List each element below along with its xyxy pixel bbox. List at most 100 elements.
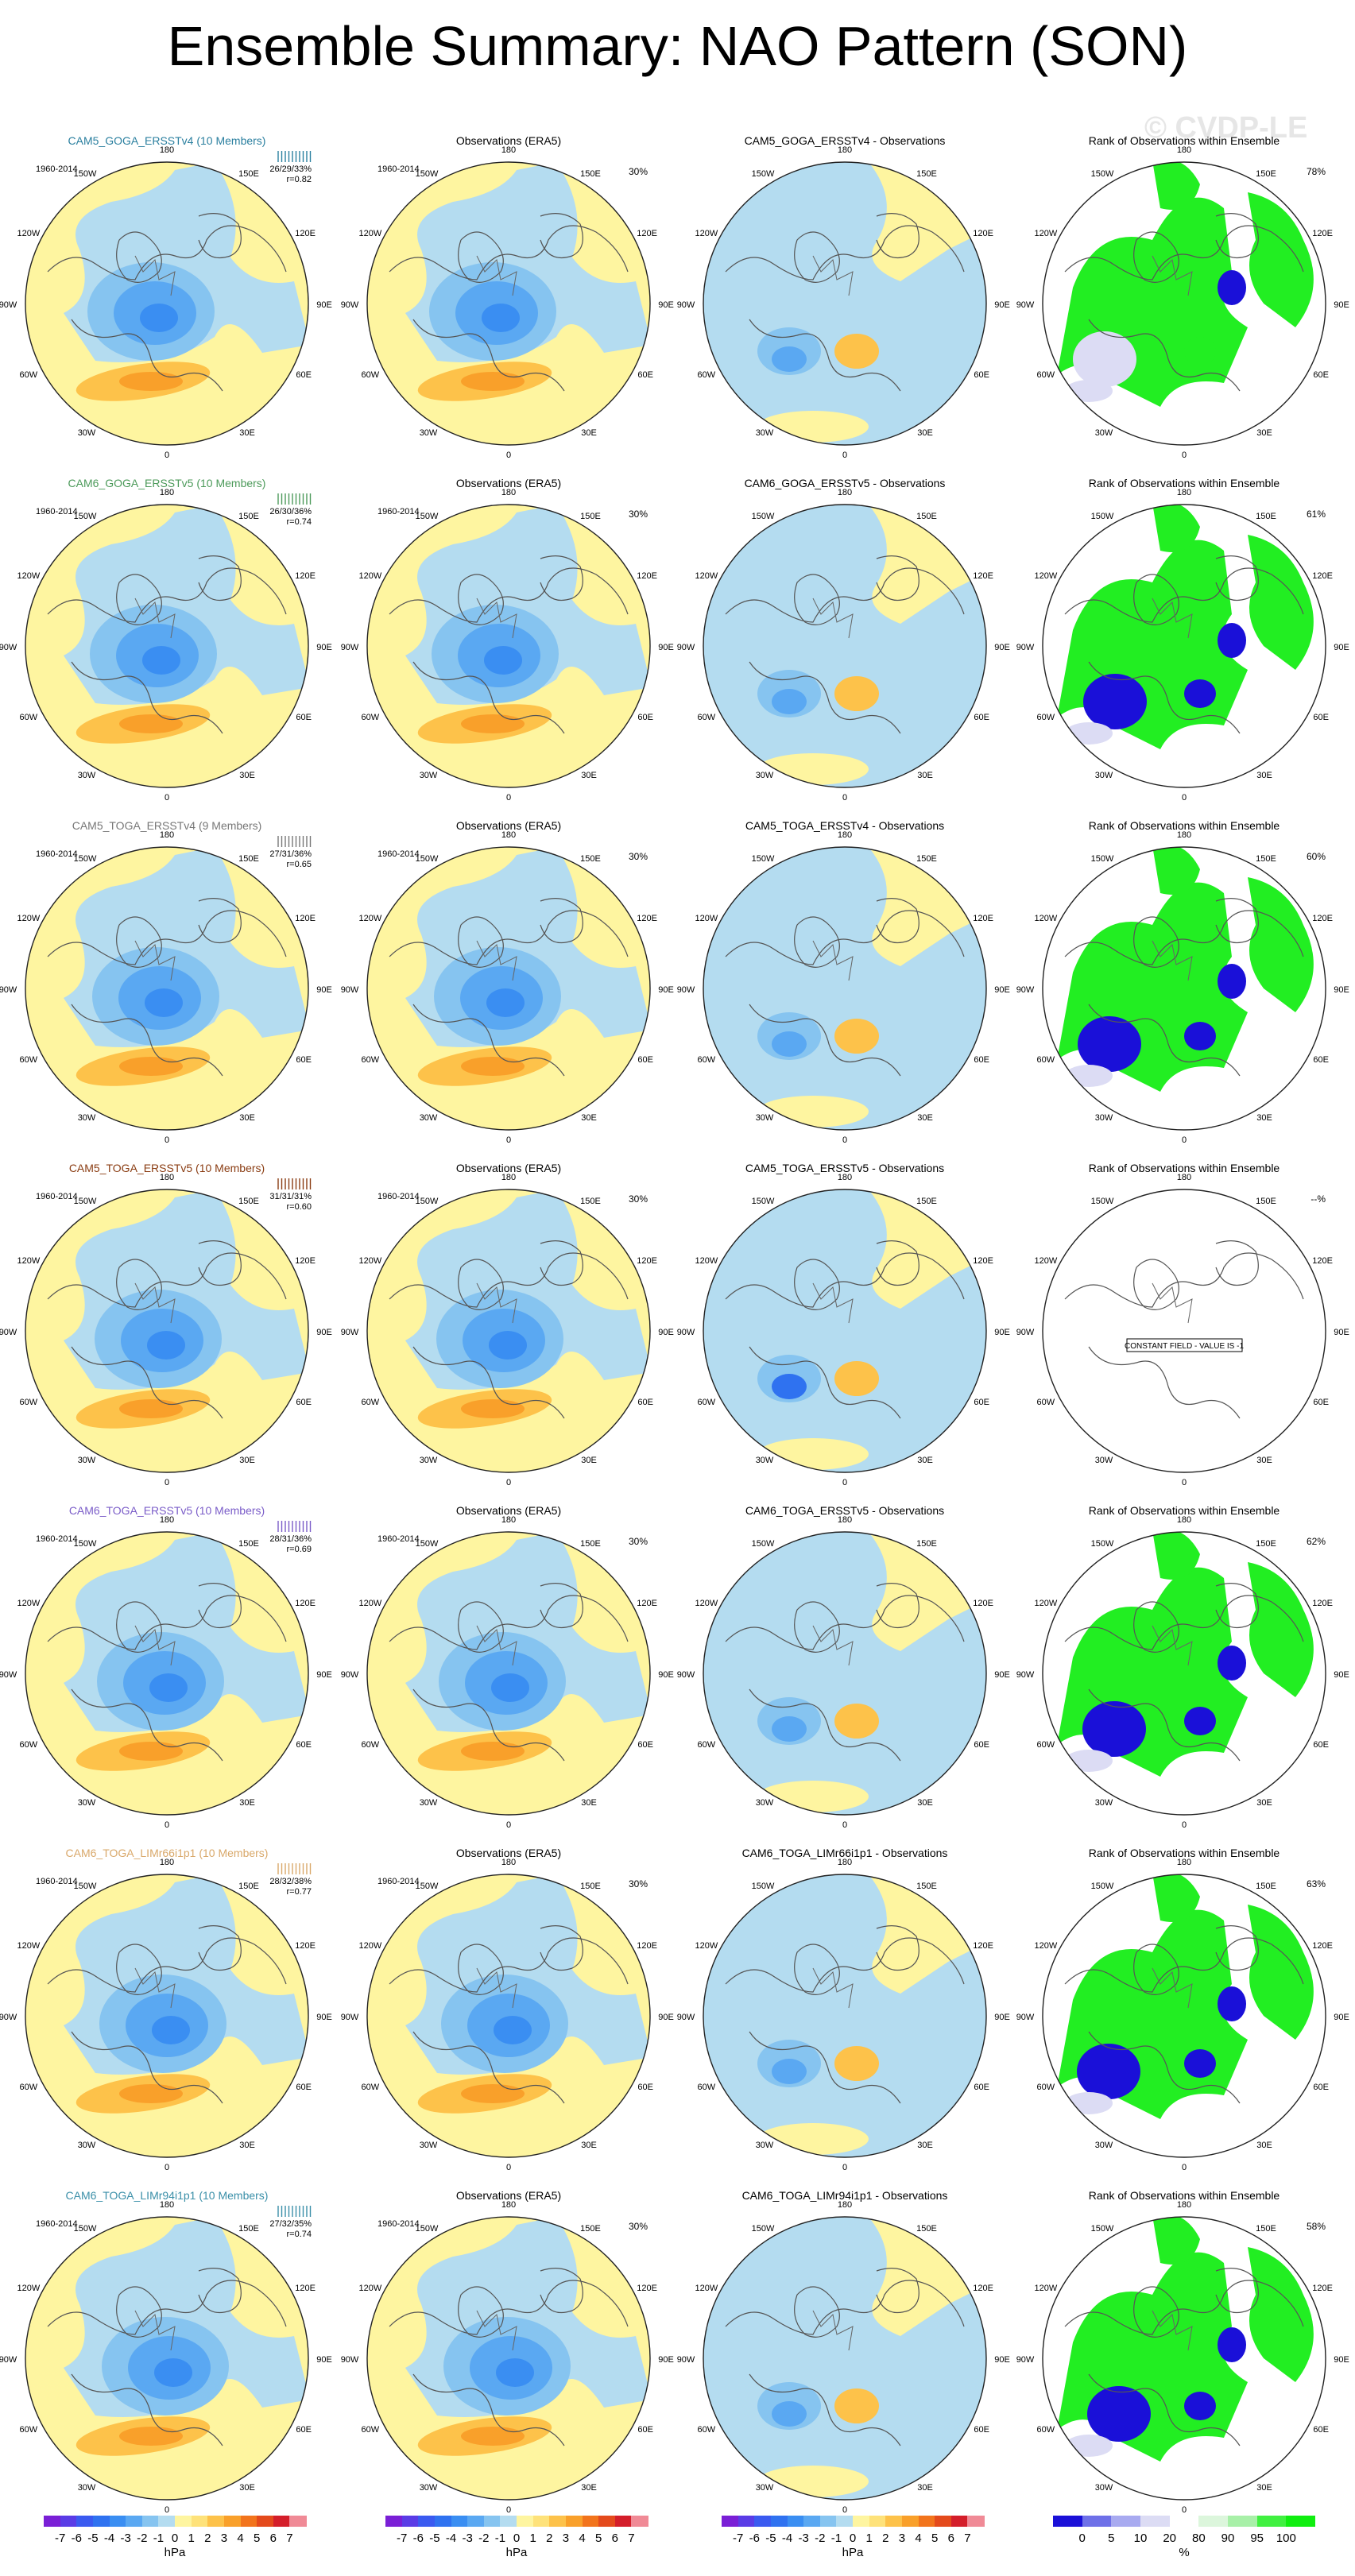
lon-label-30w: 30W — [756, 1798, 774, 1808]
map-boundary — [366, 1189, 651, 1473]
map-boundary — [366, 2216, 651, 2501]
rank-high-region-north — [1152, 162, 1200, 210]
lon-label-120w: 120W — [17, 914, 40, 923]
coastline-3 — [116, 1259, 162, 1310]
coastline-1 — [725, 225, 965, 280]
colorbar-swatch — [754, 2516, 772, 2527]
lon-label-30w: 30W — [78, 428, 96, 438]
lon-label-60w: 60W — [1037, 713, 1055, 722]
lon-label-30e: 30E — [917, 2483, 933, 2493]
rank-percent-label: --% — [1310, 1193, 1326, 1205]
lon-label-120e: 120E — [1312, 1256, 1333, 1266]
coastline-2 — [1088, 1004, 1241, 1077]
lon-label-90e: 90E — [1334, 300, 1349, 310]
lon-label-150e: 150E — [916, 2224, 937, 2234]
map-fill — [1043, 1189, 1326, 1472]
panel-title: CAM5_TOGA_ERSSTv5 - Observations — [745, 1162, 944, 1174]
contour-lines — [1152, 1625, 1193, 1666]
map-boundary — [25, 1531, 309, 1816]
coastline-2 — [71, 2373, 223, 2446]
map-fill — [1043, 847, 1326, 1130]
coastline-4 — [540, 2268, 583, 2314]
rank-percent-label: 78% — [1307, 166, 1326, 177]
stats-label: 31/31/31% — [269, 1192, 312, 1201]
coastline-2 — [1088, 2031, 1241, 2104]
colorbar-swatch — [418, 2516, 436, 2527]
colorbar-swatch — [483, 2516, 501, 2527]
colorbar-swatch — [738, 2516, 755, 2527]
lon-label-30e: 30E — [917, 1798, 933, 1808]
lon-label-120e: 120E — [973, 1941, 993, 1951]
colorbar-tick-label: -5 — [765, 2532, 776, 2545]
coastline-3 — [794, 1259, 840, 1310]
lon-label-30w: 30W — [1095, 1113, 1113, 1123]
lon-label-30e: 30E — [917, 2141, 933, 2150]
coastline-3 — [458, 1259, 504, 1310]
colorbar-swatch — [853, 2516, 870, 2527]
colorbar-tick-label: -2 — [137, 2532, 148, 2545]
coastline-3 — [458, 1601, 504, 1653]
lon-label-30w: 30W — [1095, 2483, 1113, 2493]
correlation-label: r=0.74 — [287, 2230, 312, 2239]
lon-label-60e: 60E — [296, 1398, 312, 1407]
rank-low-spot-south — [1184, 2049, 1216, 2078]
lon-label-30e: 30E — [917, 428, 933, 438]
lon-label-30w: 30W — [420, 2483, 438, 2493]
colorbar-swatch — [582, 2516, 599, 2527]
colorbar-swatch — [126, 2516, 143, 2527]
lon-label-60e: 60E — [296, 2425, 312, 2435]
lon-label-180: 180 — [160, 1173, 174, 1182]
lon-label-60w: 60W — [1037, 2425, 1055, 2435]
lon-label-150w: 150W — [752, 1539, 775, 1549]
lon-label-0: 0 — [1182, 1820, 1187, 1830]
lon-label-90e: 90E — [658, 643, 674, 652]
lon-label-150w: 150W — [1091, 1197, 1114, 1206]
map-panel-r7-c2: 180 150W 150E 120W 120E 90W 90E 60W 60E 30W 30E 0 Ob… — [341, 2189, 674, 2515]
lon-label-60w: 60W — [362, 1740, 380, 1750]
coastline-1 — [1064, 1937, 1304, 1993]
map-panel-r2-c1: 180 150W 150E 120W 120E 90W 90E 60W 60E 30W 30E 0 CA… — [0, 477, 332, 803]
map-boundary — [366, 846, 651, 1131]
lon-label-180: 180 — [838, 1515, 852, 1525]
lon-label-120w: 120W — [17, 229, 40, 238]
lon-label-30w: 30W — [78, 2141, 96, 2150]
lon-label-120w: 120W — [17, 1256, 40, 1266]
map-boundary — [1042, 1874, 1326, 2158]
period-label: 1960-2014 — [377, 2219, 420, 2229]
lon-label-120w: 120W — [695, 2284, 718, 2293]
coastline-2 — [412, 319, 565, 392]
colorbar-tick-label: 6 — [947, 2532, 954, 2545]
lon-label-90e: 90E — [994, 300, 1010, 310]
colorbar-tick-label: 5 — [253, 2532, 261, 2545]
positive-region-south — [757, 2123, 869, 2155]
lon-label-90w: 90W — [341, 2013, 359, 2022]
high-pressure-core — [119, 1742, 183, 1761]
low-pressure-core — [496, 2358, 534, 2387]
lon-label-150w: 150W — [416, 2224, 439, 2234]
map-panel-r2-c3: 180 150W 150E 120W 120E 90W 90E 60W 60E 30W 30E 0 CA… — [677, 477, 1010, 803]
period-label: 1960-2014 — [377, 507, 420, 516]
lon-label-180: 180 — [160, 830, 174, 840]
lon-label-30w: 30W — [78, 1456, 96, 1465]
colorbar-swatch — [1256, 2516, 1287, 2527]
map-fill — [25, 1189, 308, 1472]
lon-label-120e: 120E — [1312, 571, 1333, 581]
colorbar-tick-label: 2 — [204, 2532, 211, 2545]
panel-title: Rank of Observations within Ensemble — [1089, 1162, 1280, 1174]
coastline-2 — [1088, 2373, 1241, 2446]
colorbar-tick-label: 90 — [1221, 2532, 1235, 2545]
rank-low-spot-south — [1184, 337, 1216, 366]
low-pressure-core — [140, 304, 178, 332]
map-fill — [703, 1532, 986, 1815]
lon-label-60w: 60W — [698, 370, 716, 380]
lon-label-30w: 30W — [756, 1113, 774, 1123]
low-pressure-core — [484, 646, 522, 675]
rank-high-region-east — [1248, 1562, 1314, 1697]
coastline-1 — [47, 567, 287, 623]
map-boundary — [703, 1189, 987, 1473]
map-panel-r3-c1: 180 150W 150E 120W 120E 90W 90E 60W 60E 30W 30E 0 CA… — [0, 819, 332, 1145]
coastline-3 — [1133, 574, 1179, 625]
lon-label-150e: 150E — [580, 854, 601, 864]
lon-label-180: 180 — [1177, 1858, 1191, 1867]
colorbar-tick-label: -6 — [71, 2532, 82, 2545]
